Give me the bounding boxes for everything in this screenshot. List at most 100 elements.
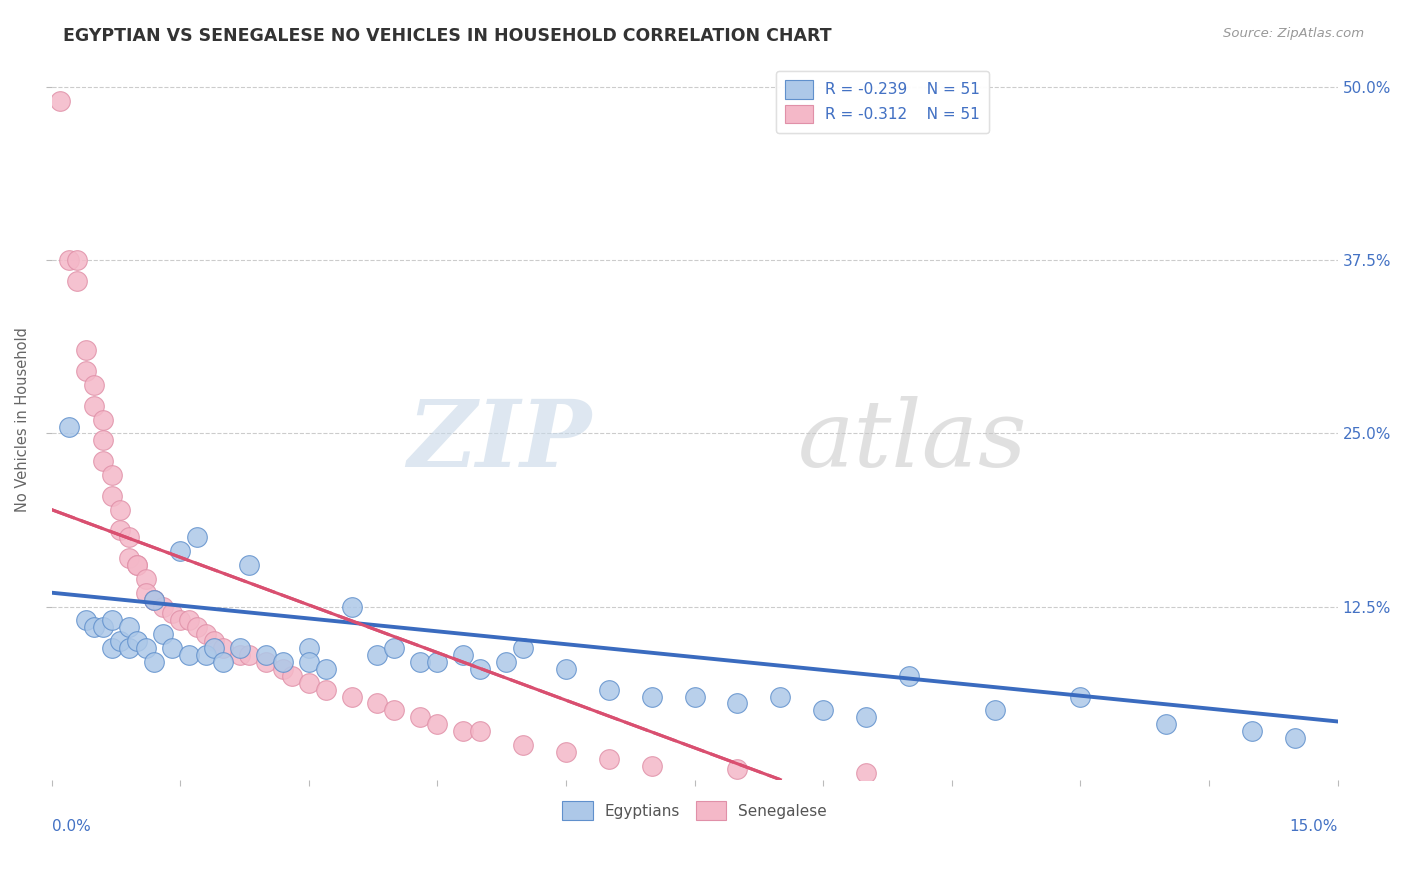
Point	[340, 690, 363, 704]
Point	[555, 662, 578, 676]
Point	[470, 662, 492, 676]
Point	[100, 468, 122, 483]
Point	[160, 607, 183, 621]
Point	[727, 762, 749, 776]
Point	[254, 648, 277, 662]
Point	[169, 614, 191, 628]
Point	[212, 655, 235, 669]
Point	[555, 745, 578, 759]
Point	[409, 710, 432, 724]
Point	[512, 738, 534, 752]
Point	[143, 592, 166, 607]
Point	[280, 669, 302, 683]
Point	[229, 648, 252, 662]
Point	[194, 648, 217, 662]
Point	[58, 253, 80, 268]
Text: 15.0%: 15.0%	[1289, 819, 1337, 834]
Point	[598, 682, 620, 697]
Point	[127, 558, 149, 572]
Point	[118, 620, 141, 634]
Point	[143, 655, 166, 669]
Point	[186, 620, 208, 634]
Point	[384, 641, 406, 656]
Point	[108, 634, 131, 648]
Point	[298, 655, 321, 669]
Point	[108, 524, 131, 538]
Point	[100, 614, 122, 628]
Point	[598, 752, 620, 766]
Point	[983, 703, 1005, 717]
Point	[1240, 724, 1263, 739]
Point	[143, 592, 166, 607]
Point	[204, 634, 226, 648]
Point	[271, 662, 294, 676]
Point	[83, 378, 105, 392]
Point	[470, 724, 492, 739]
Point	[451, 724, 474, 739]
Point	[384, 703, 406, 717]
Point	[91, 412, 114, 426]
Point	[91, 454, 114, 468]
Point	[238, 558, 260, 572]
Point	[135, 572, 157, 586]
Point	[100, 489, 122, 503]
Point	[108, 502, 131, 516]
Point	[238, 648, 260, 662]
Point	[75, 343, 97, 358]
Point	[160, 641, 183, 656]
Point	[152, 627, 174, 641]
Point	[727, 697, 749, 711]
Text: ZIP: ZIP	[408, 396, 592, 486]
Point	[75, 364, 97, 378]
Point	[66, 253, 89, 268]
Text: 0.0%: 0.0%	[52, 819, 90, 834]
Point	[426, 717, 449, 731]
Legend: R = -0.239    N = 51, R = -0.312    N = 51: R = -0.239 N = 51, R = -0.312 N = 51	[776, 70, 990, 133]
Point	[315, 682, 337, 697]
Point	[1069, 690, 1091, 704]
Point	[66, 274, 89, 288]
Point	[340, 599, 363, 614]
Point	[315, 662, 337, 676]
Point	[811, 703, 834, 717]
Point	[366, 648, 388, 662]
Point	[177, 648, 200, 662]
Point	[194, 627, 217, 641]
Point	[118, 551, 141, 566]
Point	[897, 669, 920, 683]
Point	[298, 641, 321, 656]
Point	[683, 690, 706, 704]
Text: Source: ZipAtlas.com: Source: ZipAtlas.com	[1223, 27, 1364, 40]
Point	[49, 94, 72, 108]
Point	[298, 675, 321, 690]
Point	[100, 641, 122, 656]
Point	[118, 641, 141, 656]
Point	[451, 648, 474, 662]
Point	[143, 592, 166, 607]
Point	[409, 655, 432, 669]
Point	[127, 558, 149, 572]
Point	[91, 434, 114, 448]
Point	[641, 690, 664, 704]
Point	[135, 641, 157, 656]
Text: atlas: atlas	[797, 396, 1026, 486]
Point	[127, 634, 149, 648]
Point	[254, 655, 277, 669]
Point	[229, 641, 252, 656]
Point	[426, 655, 449, 669]
Point	[91, 620, 114, 634]
Point	[118, 530, 141, 544]
Point	[135, 585, 157, 599]
Point	[204, 641, 226, 656]
Point	[186, 530, 208, 544]
Point	[1284, 731, 1306, 745]
Point	[855, 765, 877, 780]
Point	[212, 641, 235, 656]
Point	[641, 758, 664, 772]
Point	[177, 614, 200, 628]
Point	[495, 655, 517, 669]
Point	[769, 690, 792, 704]
Point	[512, 641, 534, 656]
Text: EGYPTIAN VS SENEGALESE NO VEHICLES IN HOUSEHOLD CORRELATION CHART: EGYPTIAN VS SENEGALESE NO VEHICLES IN HO…	[63, 27, 832, 45]
Point	[855, 710, 877, 724]
